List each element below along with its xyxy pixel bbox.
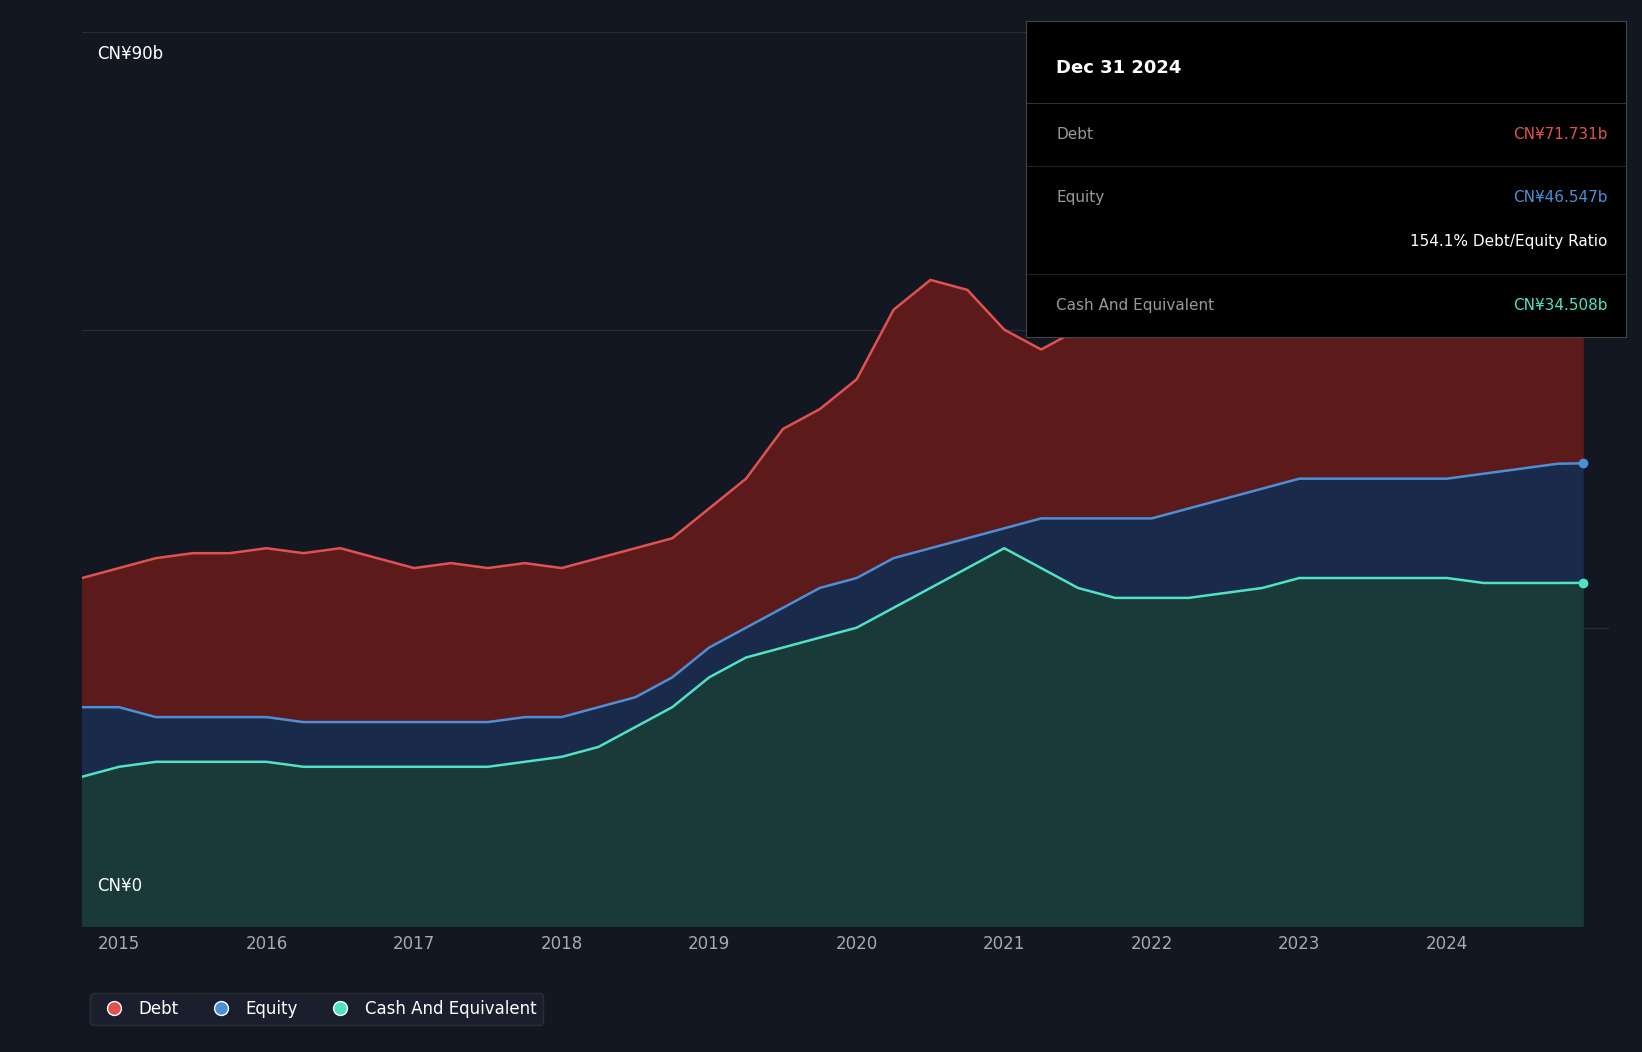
Text: CN¥0: CN¥0 (97, 876, 143, 894)
Text: Dec 31 2024: Dec 31 2024 (1056, 59, 1182, 78)
Text: Debt: Debt (1056, 127, 1094, 142)
Text: Cash And Equivalent: Cash And Equivalent (1056, 298, 1215, 312)
Text: 154.1% Debt/Equity Ratio: 154.1% Debt/Equity Ratio (1410, 235, 1608, 249)
Text: CN¥90b: CN¥90b (97, 45, 164, 63)
Text: CN¥46.547b: CN¥46.547b (1512, 190, 1608, 205)
Legend: Debt, Equity, Cash And Equivalent: Debt, Equity, Cash And Equivalent (90, 993, 544, 1025)
Text: CN¥34.508b: CN¥34.508b (1512, 298, 1608, 312)
Text: Equity: Equity (1056, 190, 1105, 205)
Text: CN¥71.731b: CN¥71.731b (1512, 127, 1608, 142)
